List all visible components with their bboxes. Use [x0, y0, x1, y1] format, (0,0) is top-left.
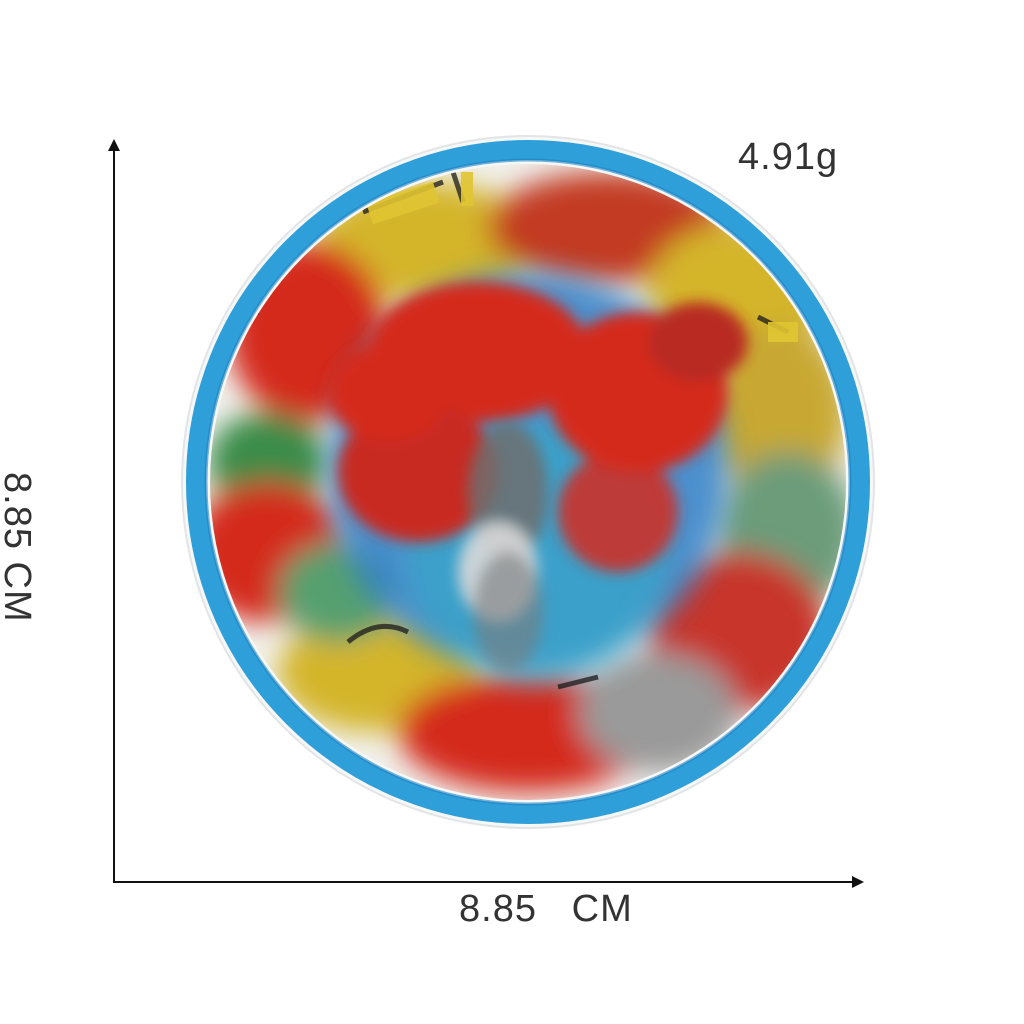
height-dimension-line	[113, 150, 115, 883]
height-arrow-head-icon	[108, 139, 120, 151]
width-arrow-head-icon	[852, 876, 864, 888]
width-dimension-line	[113, 881, 853, 883]
height-label: 8.85 CM	[0, 472, 38, 623]
round-embroidered-patch-icon	[178, 132, 878, 832]
width-label: 8.85 CM	[459, 888, 633, 930]
weight-label: 4.91g	[738, 136, 839, 178]
